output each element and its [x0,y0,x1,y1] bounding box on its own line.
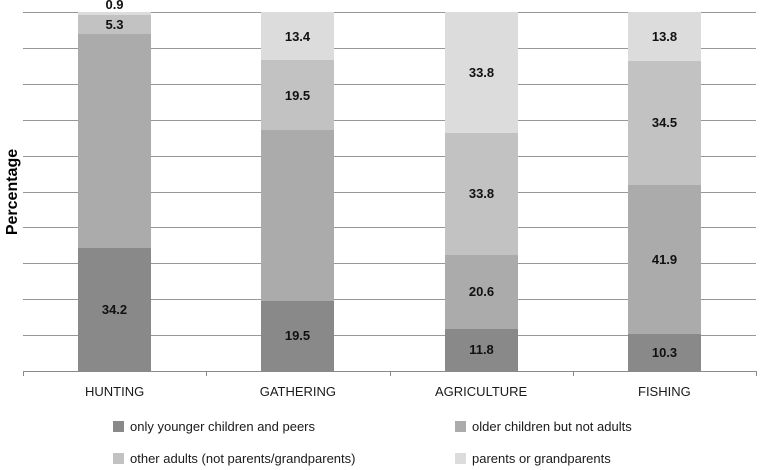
gridline [23,263,756,265]
data-label: 0.9 [105,0,124,12]
segment: 11.8 [445,328,518,371]
legend-item: other adults (not parents/grandparents) [113,451,355,465]
category-label-hunting: HUNTING [85,384,145,399]
x-axis-tick [390,371,391,376]
segment: 34.5 [628,61,701,185]
bar-hunting: 34.2 5.3 0.9 [78,0,151,371]
data-label: 19.5 [284,87,311,103]
x-axis-line [23,371,756,372]
data-label: 5.3 [105,17,124,33]
legend-label: parents or grandparents [472,450,611,466]
legend-swatch-icon [113,420,124,432]
gridline [23,12,756,13]
legend-label: older children but not adults [472,418,632,434]
data-label: 10.3 [651,345,678,361]
x-axis-tick [756,371,757,376]
segment: 10.3 [628,334,701,371]
x-axis-tick [23,371,24,376]
category-label-agriculture: AGRICULTURE [435,384,528,399]
data-label: 11.8 [469,342,494,358]
data-label: 33.8 [468,186,495,202]
x-axis-tick [573,371,574,376]
segment: 19.5 [261,60,334,131]
gridline [23,47,756,49]
data-label: 19.5 [284,328,311,344]
legend-swatch-icon [455,420,466,432]
data-label: 34.5 [651,115,678,131]
segment: 33.8 [445,133,518,255]
y-axis-title: Percentage [4,148,22,235]
data-label: 34.2 [101,302,128,318]
category-label-fishing: FISHING [638,384,691,399]
legend-item: older children but not adults [455,419,632,433]
bar-fishing: 10.3 41.9 34.5 13.8 [628,12,701,371]
category-label-gathering: GATHERING [259,384,337,399]
segment: 0.9 [78,0,151,16]
bar-agriculture: 11.8 20.6 33.8 33.8 [445,12,518,371]
legend-item: parents or grandparents [455,451,611,465]
data-label: 20.6 [468,284,495,300]
segment: 33.8 [445,12,518,134]
gridline [23,335,756,337]
segment [261,130,334,301]
segment [78,34,151,249]
data-label: 13.4 [284,28,311,44]
segment: 34.2 [78,248,151,371]
x-axis-tick [206,371,207,376]
data-label: 41.9 [651,251,678,267]
gridline [23,191,756,193]
legend-swatch-icon [113,452,124,464]
plot-area: 34.2 5.3 0.9 19.5 19.5 13.4 11.8 20.6 33.8 33.8 10… [23,0,757,376]
segment: 20.6 [445,254,518,329]
segment: 13.8 [628,12,701,62]
gridline [23,83,756,85]
bar-gathering: 19.5 19.5 13.4 [261,12,334,371]
gridline [23,227,756,229]
segment: 19.5 [261,300,334,371]
gridline [23,119,756,121]
segment: 5.3 [78,15,151,35]
legend-label: only younger children and peers [130,418,316,434]
segment: 41.9 [628,184,701,335]
data-label: 13.8 [651,29,678,45]
gridline [23,299,756,301]
data-label: 33.8 [468,65,495,81]
segment: 13.4 [261,12,334,61]
legend-item: only younger children and peers [113,419,315,433]
legend-label: other adults (not parents/grandparents) [130,450,356,466]
gridline [23,155,756,157]
legend-swatch-icon [455,452,466,464]
